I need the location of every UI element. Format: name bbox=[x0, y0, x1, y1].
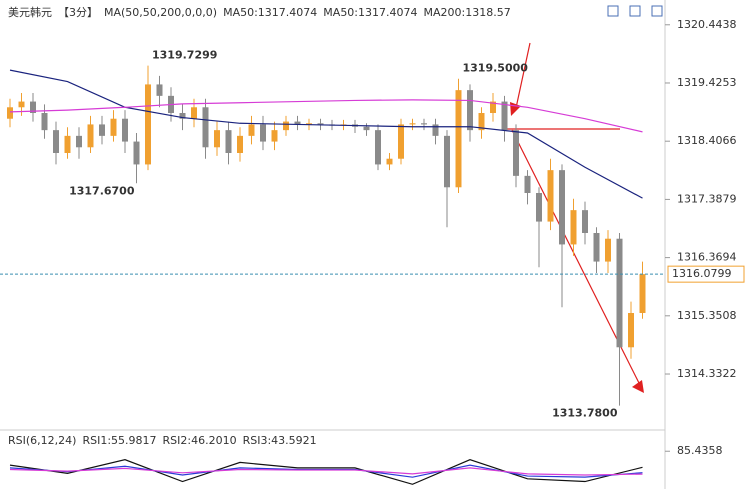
arrow-line bbox=[515, 42, 531, 109]
y-tick-label: 1318.4066 bbox=[677, 134, 737, 147]
candle-body bbox=[593, 233, 600, 262]
candle-body bbox=[18, 101, 25, 108]
period: 【3分】 bbox=[58, 6, 98, 19]
candle-body bbox=[133, 141, 140, 165]
candle-body bbox=[306, 123, 312, 125]
candle-body bbox=[582, 210, 588, 233]
candle-body bbox=[64, 135, 71, 153]
y-tick-label: 1314.3322 bbox=[677, 367, 737, 380]
tool-icon[interactable] bbox=[607, 5, 619, 17]
candle-body bbox=[421, 123, 427, 125]
candle-body bbox=[467, 90, 473, 131]
y-tick-label: 1315.3508 bbox=[677, 309, 737, 322]
current-price-label: 1316.0799 bbox=[672, 267, 732, 280]
candle-body bbox=[225, 130, 232, 153]
candle-body bbox=[490, 101, 496, 113]
candle-body bbox=[145, 84, 151, 165]
candle-body bbox=[536, 193, 542, 222]
candle-body bbox=[570, 210, 577, 245]
candle-body bbox=[432, 124, 439, 136]
candle-body bbox=[375, 130, 381, 165]
rsi-legend: RSI3:43.5921 bbox=[243, 434, 317, 447]
rsi-line bbox=[9, 467, 643, 476]
title: 美元韩元 bbox=[8, 5, 52, 19]
ma-line bbox=[9, 69, 643, 199]
ma-line bbox=[9, 99, 643, 133]
price-annotation: 1313.7800 bbox=[552, 407, 618, 420]
candle-body bbox=[616, 238, 623, 348]
candle-body bbox=[409, 123, 416, 125]
candle-body bbox=[639, 274, 646, 313]
candle-body bbox=[122, 118, 128, 142]
legend-entry: MA50:1317.4074 bbox=[223, 6, 317, 19]
candle-body bbox=[271, 130, 278, 142]
candle-body bbox=[444, 135, 450, 188]
candle-body bbox=[317, 123, 324, 125]
candle-body bbox=[513, 130, 519, 176]
toolbar[interactable] bbox=[607, 5, 663, 17]
price-annotation: 1319.5000 bbox=[463, 62, 529, 75]
candle-body bbox=[398, 124, 404, 159]
rsi-legend: RSI(6,12,24) bbox=[8, 434, 76, 447]
candle-body bbox=[156, 84, 163, 96]
candle-body bbox=[41, 113, 48, 131]
candle-body bbox=[248, 124, 255, 136]
price-annotation: 1319.7299 bbox=[152, 49, 217, 62]
candle-body bbox=[76, 135, 82, 148]
candle-body bbox=[237, 135, 243, 153]
legend-entry: MA200:1318.57 bbox=[424, 6, 511, 19]
candle-body bbox=[179, 113, 186, 119]
candle-body bbox=[191, 107, 197, 119]
tool-icon[interactable] bbox=[651, 5, 663, 17]
candle-body bbox=[7, 107, 13, 119]
candle-body bbox=[87, 124, 94, 148]
candle-body bbox=[214, 130, 220, 148]
candle-body bbox=[501, 101, 508, 131]
candle-body bbox=[386, 158, 393, 165]
rsi-legend: RSI2:46.2010 bbox=[163, 434, 237, 447]
candle-body bbox=[294, 121, 301, 125]
rsi-legend: RSI1:55.9817 bbox=[82, 434, 156, 447]
candle-body bbox=[202, 107, 209, 148]
price-annotation: 1317.6700 bbox=[69, 184, 135, 197]
rsi-line bbox=[9, 459, 643, 485]
candle-body bbox=[559, 170, 565, 245]
y-tick-label: 1317.3879 bbox=[677, 192, 737, 205]
candle-body bbox=[605, 238, 611, 262]
tool-icon[interactable] bbox=[629, 5, 641, 17]
indicator: MA(50,50,200,0,0,0) bbox=[104, 6, 217, 19]
candle-body bbox=[363, 126, 370, 131]
candle-body bbox=[455, 90, 462, 188]
current-price-box bbox=[667, 265, 745, 283]
y-tick-label: 1320.4438 bbox=[677, 18, 737, 31]
candle-body bbox=[628, 313, 634, 348]
arrow-head bbox=[632, 380, 644, 393]
candle-body bbox=[53, 130, 59, 153]
rsi-tick-label: 85.4358 bbox=[677, 444, 723, 457]
candle-body bbox=[30, 101, 36, 113]
y-tick-label: 1316.3694 bbox=[677, 251, 737, 264]
candle-body bbox=[99, 124, 105, 136]
candle-body bbox=[260, 124, 266, 142]
candle-body bbox=[283, 121, 289, 131]
legend-entry: MA50:1317.4074 bbox=[323, 6, 417, 19]
candle-body bbox=[524, 175, 531, 193]
candle-body bbox=[478, 113, 485, 131]
candle-body bbox=[547, 170, 554, 222]
candle-body bbox=[110, 118, 117, 136]
y-tick-label: 1319.4253 bbox=[677, 76, 737, 89]
